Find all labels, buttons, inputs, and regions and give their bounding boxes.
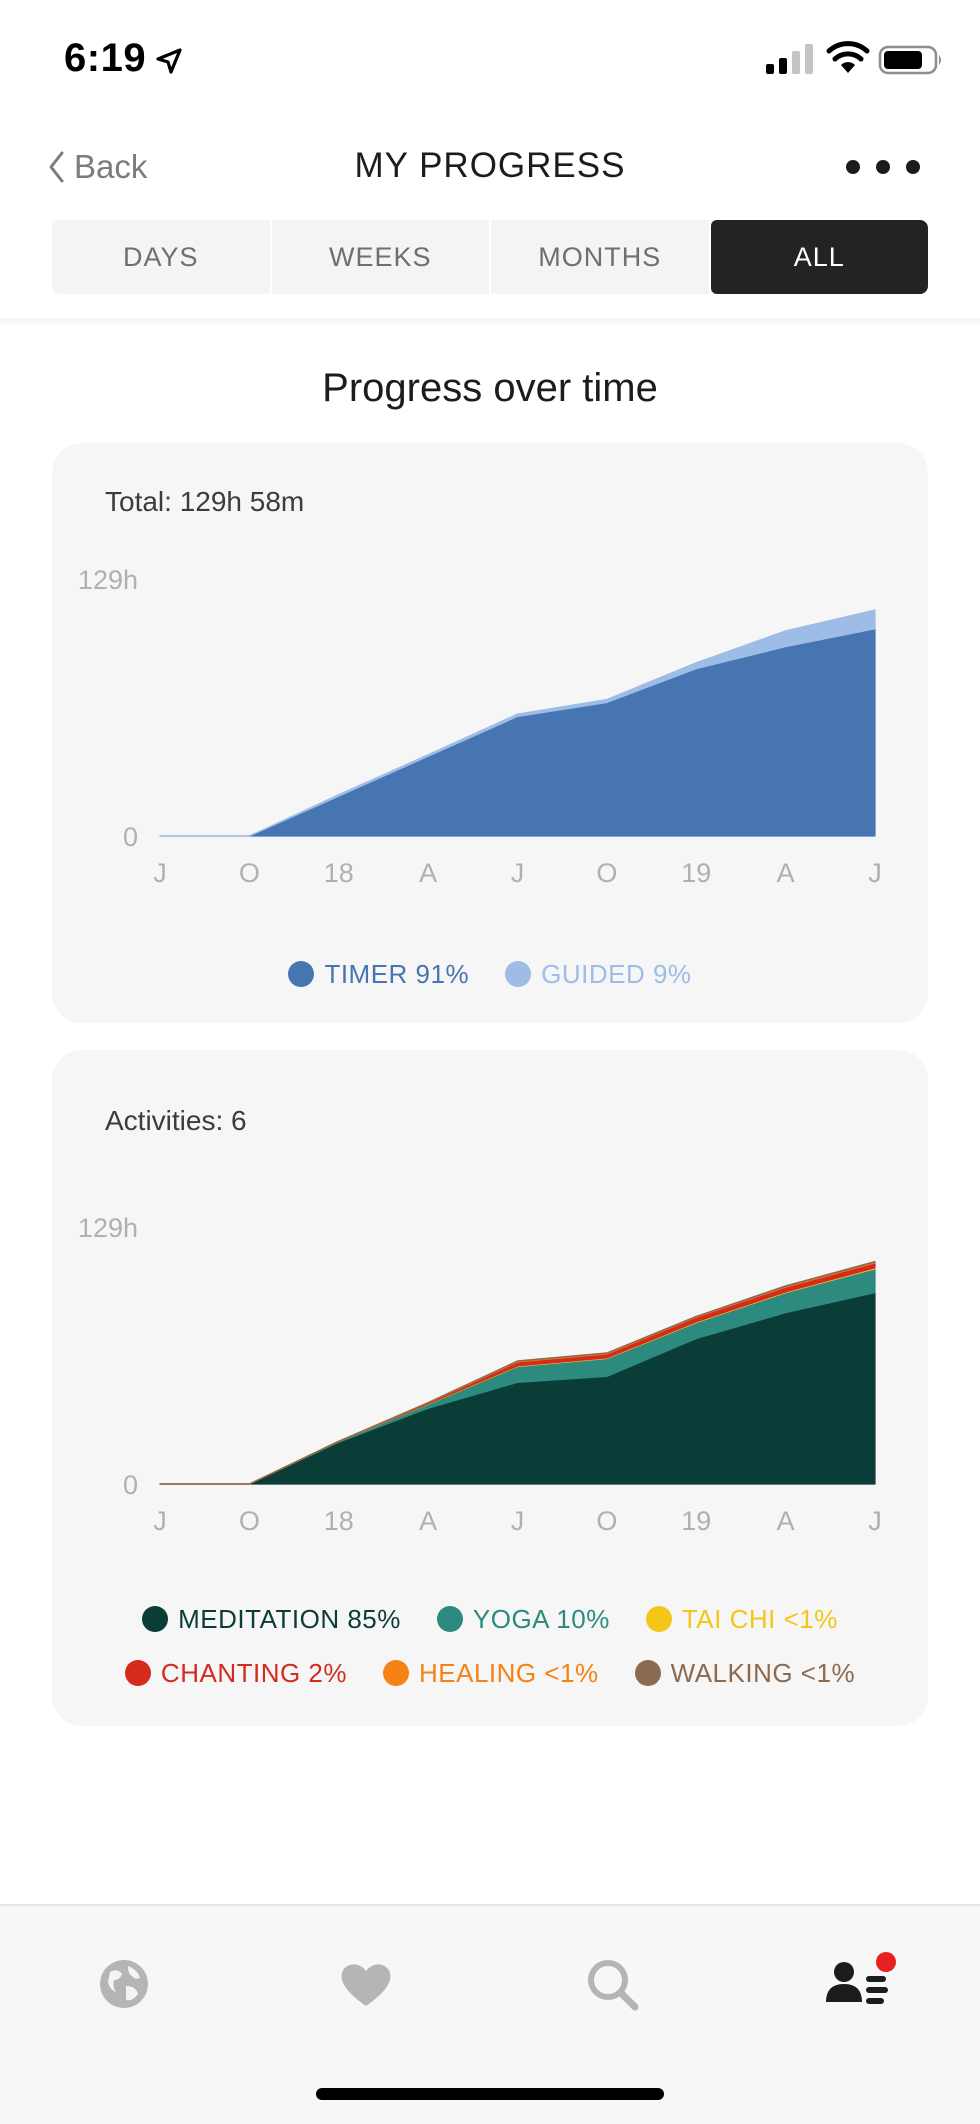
legend-item: TIMER 91% bbox=[288, 947, 469, 1001]
legend-label: TAI CHI <1% bbox=[681, 1603, 838, 1634]
x-tick-label: J bbox=[868, 1506, 882, 1536]
x-tick-label: A bbox=[777, 858, 795, 888]
legend-label: WALKING <1% bbox=[670, 1657, 856, 1688]
battery-icon bbox=[878, 45, 941, 75]
area-series-1 bbox=[159, 628, 876, 837]
legend-label: TIMER 91% bbox=[324, 958, 470, 989]
x-tick-label: A bbox=[419, 858, 437, 888]
area-series-6 bbox=[159, 1260, 876, 1485]
notification-badge bbox=[876, 1952, 896, 1972]
x-tick-label: O bbox=[596, 1506, 617, 1536]
x-tick-label: 18 bbox=[324, 1506, 354, 1536]
total-progress-card: Total: 129h 58m 129h 0 J O 18 A J O 19 A J TIMER 9… bbox=[52, 443, 928, 1023]
back-button[interactable]: Back bbox=[46, 144, 147, 190]
activities-title: Activities: 6 bbox=[105, 1105, 247, 1136]
chart-legend: TIMER 91% GUIDED 9% bbox=[52, 947, 928, 1001]
x-tick-label: J bbox=[153, 858, 167, 888]
x-tick-label: O bbox=[239, 858, 260, 888]
signal-icon bbox=[766, 44, 813, 74]
legend-label: MEDITATION 85% bbox=[178, 1603, 401, 1634]
x-tick-label: A bbox=[777, 1506, 795, 1536]
total-title: Total: 129h 58m bbox=[105, 486, 305, 517]
x-tick-label: J bbox=[153, 1506, 167, 1536]
legend-dot bbox=[142, 1606, 169, 1632]
back-label: Back bbox=[74, 148, 148, 185]
home-indicator bbox=[316, 2088, 664, 2100]
y-tick-label: 0 bbox=[123, 1470, 138, 1500]
y-tick-label: 129h bbox=[78, 565, 138, 595]
x-tick-label: J bbox=[511, 858, 525, 888]
globe-icon[interactable] bbox=[96, 1956, 152, 2012]
x-tick-label: 19 bbox=[681, 1506, 711, 1536]
chart-legend: MEDITATION 85% YOGA 10% TAI CHI <1% CHANTIN… bbox=[52, 1592, 928, 1700]
x-tick-label: J bbox=[511, 1506, 525, 1536]
y-tick-label: 0 bbox=[123, 822, 138, 852]
tab-all[interactable]: ALL bbox=[710, 220, 928, 294]
chevron-left-icon bbox=[49, 151, 64, 183]
legend-item: YOGA 10% bbox=[436, 1592, 610, 1646]
legend-item: HEALING <1% bbox=[383, 1646, 599, 1700]
legend-label: YOGA 10% bbox=[472, 1603, 610, 1634]
status-time: 6:19 bbox=[64, 36, 147, 80]
legend-label: GUIDED 9% bbox=[541, 958, 692, 989]
x-tick-label: O bbox=[239, 1506, 260, 1536]
legend-dot bbox=[634, 1660, 661, 1686]
x-tick-label: J bbox=[868, 858, 882, 888]
area-series-2 bbox=[159, 609, 876, 837]
x-tick-label: A bbox=[419, 1506, 437, 1536]
legend-dot bbox=[645, 1606, 672, 1632]
search-icon[interactable] bbox=[584, 1956, 640, 2012]
legend-dot bbox=[288, 961, 315, 987]
location-arrow-icon bbox=[156, 48, 182, 74]
x-tick-label: 19 bbox=[681, 858, 711, 888]
x-tick-label: 18 bbox=[324, 858, 354, 888]
legend-item: TAI CHI <1% bbox=[645, 1592, 838, 1646]
legend-label: CHANTING 2% bbox=[160, 1657, 347, 1688]
y-tick-label: 129h bbox=[78, 1213, 138, 1243]
period-tabs: DAYS WEEKS MONTHS ALL bbox=[52, 220, 928, 294]
area-series-1 bbox=[159, 1292, 876, 1485]
legend-item: GUIDED 9% bbox=[505, 947, 691, 1001]
legend-label: HEALING <1% bbox=[419, 1657, 599, 1688]
activities-card: Activities: 6 129h 0 J O 18 A J O 19 A J MEDITATIO… bbox=[52, 1050, 928, 1726]
header-divider bbox=[0, 318, 980, 328]
x-tick-label: O bbox=[596, 858, 617, 888]
legend-dot bbox=[124, 1660, 151, 1686]
tab-months[interactable]: MONTHS bbox=[491, 220, 711, 294]
legend-item: MEDITATION 85% bbox=[142, 1592, 401, 1646]
profile-list-icon[interactable] bbox=[824, 1956, 892, 2012]
legend-dot bbox=[436, 1606, 463, 1632]
section-title: Progress over time bbox=[322, 366, 658, 410]
heart-icon[interactable] bbox=[338, 1956, 394, 2012]
wifi-icon bbox=[826, 41, 870, 73]
legend-item: CHANTING 2% bbox=[124, 1646, 347, 1700]
legend-dot bbox=[505, 961, 532, 987]
more-horizontal-icon[interactable] bbox=[846, 150, 920, 184]
page-title: MY PROGRESS bbox=[354, 146, 626, 185]
legend-item: WALKING <1% bbox=[634, 1646, 856, 1700]
tab-bar bbox=[0, 1904, 980, 2124]
tab-days[interactable]: DAYS bbox=[52, 220, 272, 294]
legend-dot bbox=[383, 1660, 409, 1686]
tab-weeks[interactable]: WEEKS bbox=[272, 220, 491, 294]
